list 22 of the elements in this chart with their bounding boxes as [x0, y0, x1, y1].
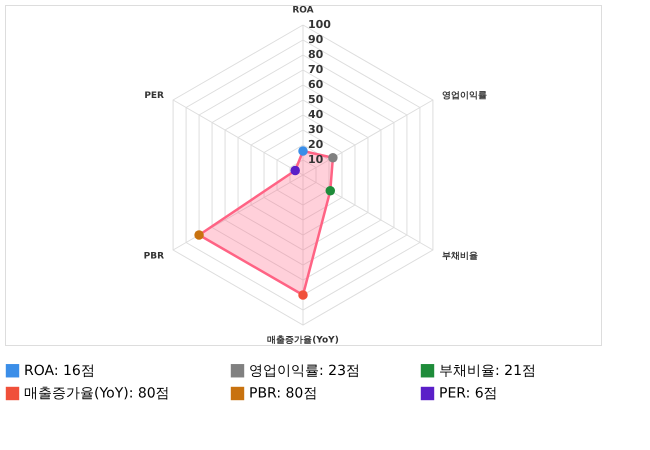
- y-tick-label: 70: [308, 63, 324, 76]
- text: PER: 6점: [439, 386, 498, 402]
- y-tick-label: 50: [308, 93, 324, 106]
- text: 매출증가율(YoY): 80점: [24, 386, 170, 402]
- spoke-label: 매출증가율(YoY): [267, 334, 339, 346]
- y-tick-label: 90: [308, 33, 324, 46]
- y-tick-label: 100: [308, 18, 332, 31]
- text: ROA: 16점: [24, 362, 95, 379]
- text: 부채비율: 21점: [439, 362, 536, 379]
- spoke-label: PBR: [144, 251, 164, 262]
- spoke-label: PER: [144, 90, 164, 101]
- y-tick-label: 40: [308, 108, 324, 121]
- y-tick-label: 60: [308, 78, 324, 91]
- y-tick-label: 80: [308, 48, 324, 61]
- y-tick-label: 30: [308, 123, 324, 136]
- text: PBR: 80점: [249, 386, 318, 402]
- spoke-label: 부채비율: [442, 251, 478, 262]
- spoke-label: 영업이익률: [442, 90, 487, 101]
- y-tick-label: 20: [308, 138, 324, 151]
- spoke-label: ROA: [292, 6, 314, 16]
- y-tick-label: 10: [308, 153, 324, 166]
- text: 영업이익률: 23점: [249, 362, 360, 379]
